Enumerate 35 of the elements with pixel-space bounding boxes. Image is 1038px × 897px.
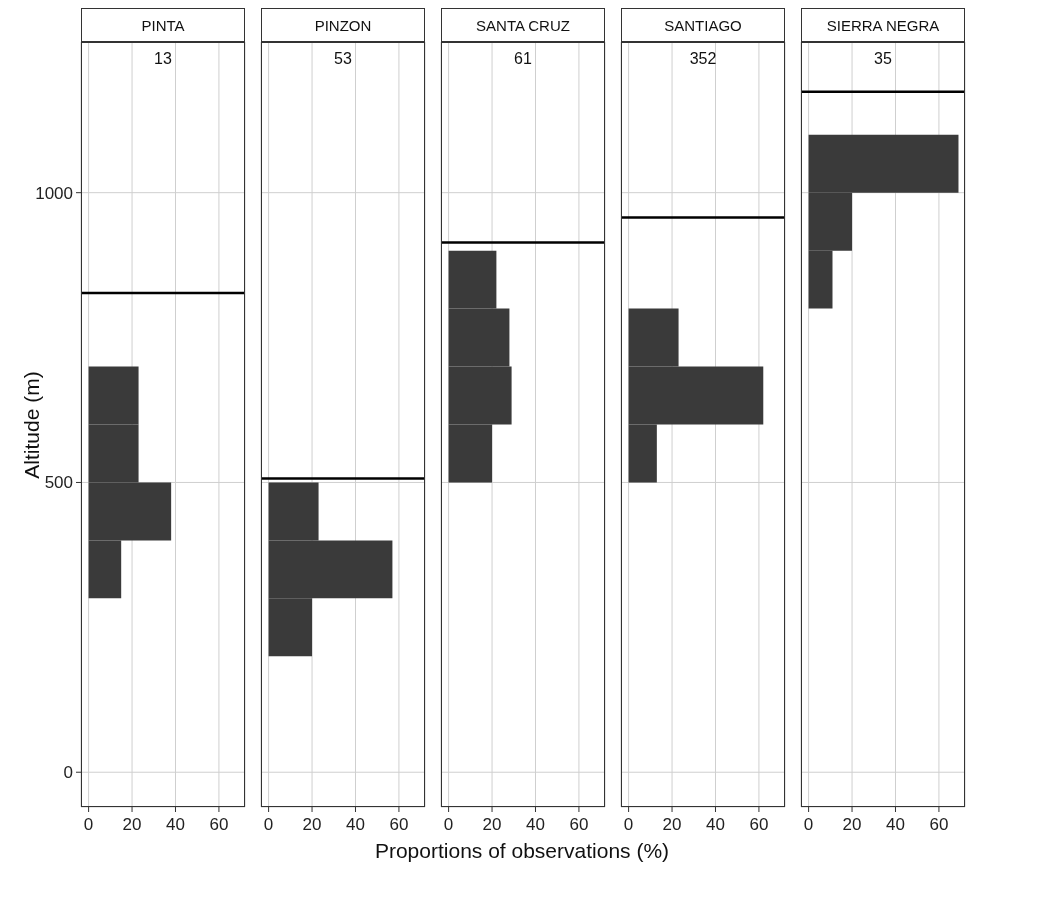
x-tick-label: 40 — [706, 815, 725, 834]
x-tick-label: 40 — [526, 815, 545, 834]
annotation: 61 — [513, 50, 533, 68]
x-tick-label: 0 — [623, 815, 634, 834]
chart-title: SIERRA NEGRA — [801, 8, 965, 42]
x-tick-label: 40 — [166, 815, 185, 834]
chart-title: SANTA CRUZ — [441, 8, 605, 42]
annotation: 53 — [333, 50, 353, 68]
x-tick-label: 60 — [749, 815, 769, 834]
annotation: 35 — [873, 50, 893, 68]
x-tick-label: 20 — [302, 815, 322, 834]
x-tick-label: 20 — [662, 815, 682, 834]
x-tick-label: 0 — [263, 815, 274, 834]
y-tick-label: 500 — [44, 473, 73, 493]
chart-title: PINZON — [261, 8, 425, 42]
x-tick-label: 0 — [443, 815, 454, 834]
y-axis-title: Altitude (m) — [20, 370, 44, 479]
annotation: 352 — [688, 50, 718, 68]
annotation: 13 — [153, 50, 173, 68]
x-tick-label: 60 — [569, 815, 589, 834]
x-tick-label: 60 — [209, 815, 229, 834]
chart-title: PINTA — [81, 8, 245, 42]
y-tick-label: 1000 — [35, 183, 73, 203]
chart-title: SANTIAGO — [621, 8, 785, 42]
x-tick-label: 20 — [482, 815, 502, 834]
x-tick-label: 0 — [803, 815, 814, 834]
x-tick-label: 20 — [842, 815, 862, 834]
x-axis-title: Proportions of observations (%) — [374, 839, 670, 863]
x-tick-label: 60 — [929, 815, 949, 834]
x-tick-label: 20 — [122, 815, 142, 834]
y-tick-label: 0 — [63, 763, 73, 783]
x-tick-label: 0 — [83, 815, 94, 834]
x-tick-label: 40 — [346, 815, 365, 834]
x-tick-label: 60 — [389, 815, 409, 834]
x-tick-label: 40 — [886, 815, 905, 834]
